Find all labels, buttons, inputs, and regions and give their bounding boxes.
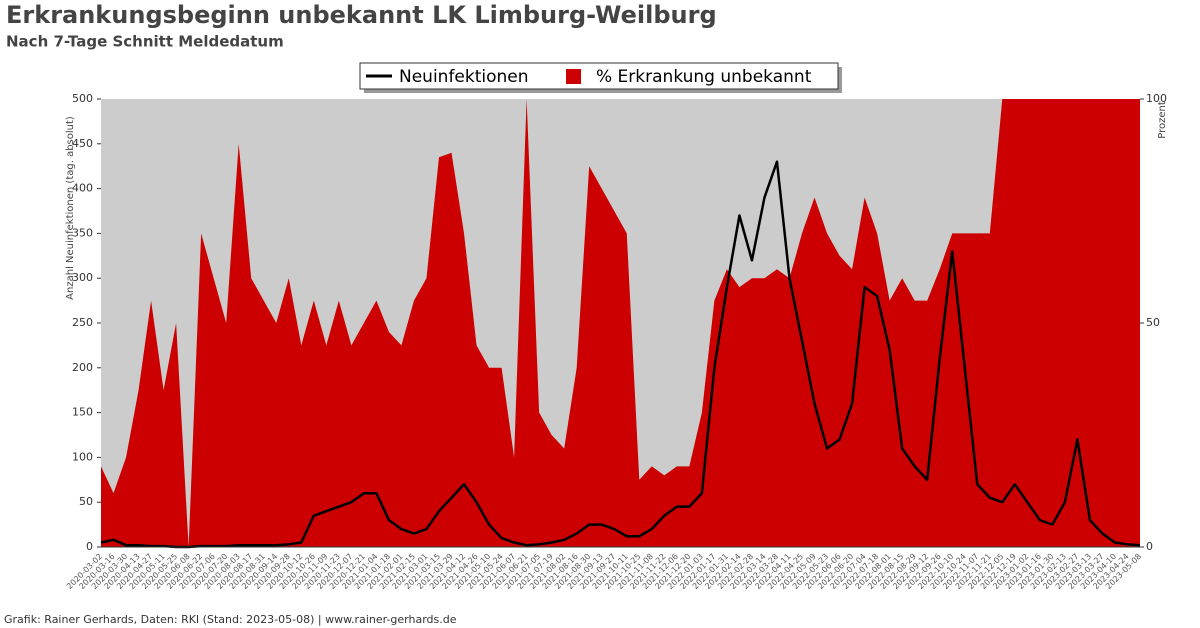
y-tick-label: 200 bbox=[72, 361, 93, 374]
line bbox=[100, 160, 1141, 549]
legend-label: % Erkrankung unbekannt bbox=[596, 67, 812, 87]
y-tick-label: 350 bbox=[72, 226, 93, 239]
y-tick-label: 50 bbox=[79, 495, 93, 508]
y-tick-label: 450 bbox=[72, 137, 93, 150]
legend-label: Neuinfektionen bbox=[399, 67, 529, 87]
y2-axis-label: Prozent bbox=[1157, 101, 1168, 139]
legend bbox=[359, 62, 839, 90]
y-tick-label: 0 bbox=[86, 540, 93, 553]
y-tick-label: 100 bbox=[72, 450, 93, 463]
y-tick-label: 300 bbox=[72, 271, 93, 284]
y2-tick-label: 0 bbox=[1146, 540, 1153, 553]
y-tick-label: 250 bbox=[72, 316, 93, 329]
legend-swatch bbox=[566, 69, 581, 84]
area bbox=[101, 99, 1140, 547]
y-axis-label: Anzahl Neuinfektionen (tag. absolut) bbox=[65, 116, 76, 300]
y-tick-label: 150 bbox=[72, 406, 93, 419]
y-tick-label: 400 bbox=[72, 182, 93, 195]
chart-title: Erkrankungsbeginn unbekannt LK Limburg-W… bbox=[6, 1, 717, 29]
chart-subtitle: Nach 7-Tage Schnitt Meldedatum bbox=[6, 33, 284, 51]
y2-tick-label: 50 bbox=[1146, 316, 1160, 329]
y-tick-label: 500 bbox=[72, 92, 93, 105]
y2-tick-label: 100 bbox=[1146, 92, 1167, 105]
footer: Grafik: Rainer Gerhards, Daten: RKI (Sta… bbox=[4, 613, 457, 626]
